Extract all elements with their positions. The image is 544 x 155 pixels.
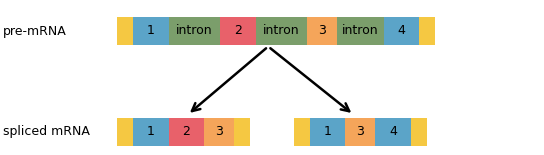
Bar	[133, 17, 169, 45]
Bar	[307, 17, 337, 45]
Text: 1: 1	[147, 125, 155, 138]
Text: intron: intron	[342, 24, 379, 38]
Bar	[411, 118, 427, 146]
Bar	[220, 17, 256, 45]
Text: 1: 1	[324, 125, 332, 138]
Text: 1: 1	[147, 24, 155, 38]
Bar	[204, 118, 234, 146]
Text: pre-mRNA: pre-mRNA	[3, 24, 66, 38]
Bar	[234, 118, 250, 146]
Bar	[310, 118, 345, 146]
Text: 2: 2	[234, 24, 242, 38]
Text: 4: 4	[389, 125, 397, 138]
Text: 3: 3	[318, 24, 326, 38]
Bar	[345, 118, 375, 146]
Bar	[133, 118, 169, 146]
Text: 3: 3	[215, 125, 223, 138]
Text: intron: intron	[176, 24, 213, 38]
Bar	[337, 17, 384, 45]
Bar	[256, 17, 307, 45]
Text: 2: 2	[182, 125, 190, 138]
Text: spliced mRNA: spliced mRNA	[3, 125, 90, 138]
Text: 4: 4	[397, 24, 405, 38]
Bar	[169, 17, 220, 45]
Bar	[384, 17, 419, 45]
Bar	[419, 17, 435, 45]
Bar	[375, 118, 411, 146]
Bar	[117, 118, 133, 146]
Bar	[169, 118, 204, 146]
Bar	[117, 17, 133, 45]
Bar	[294, 118, 310, 146]
Text: intron: intron	[263, 24, 300, 38]
Text: 3: 3	[356, 125, 364, 138]
